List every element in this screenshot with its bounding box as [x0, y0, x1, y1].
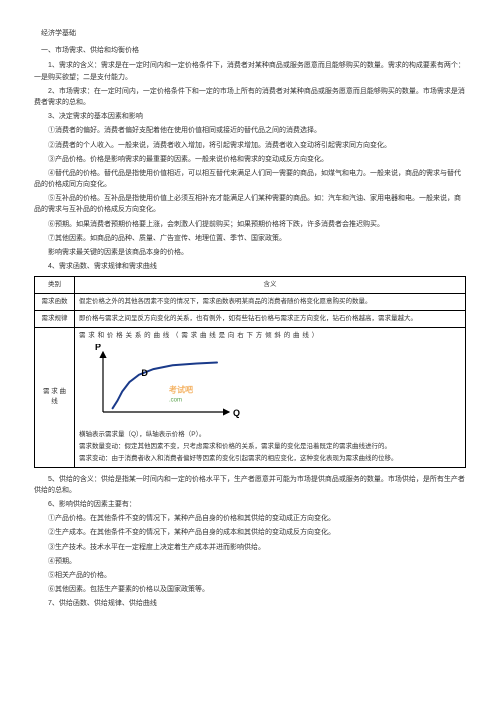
- curve-cell: 需 求 和 价 格 关 系 的 曲 线 （ 需 求 曲 线 是 向 右 下 方 …: [75, 327, 466, 467]
- p2: 2、市场需求：在一定时间内，一定价格条件下和一定的市场上所有的消费者对某种商品或…: [34, 86, 466, 108]
- svg-text:.com: .com: [169, 398, 182, 404]
- demand-curve-svg: P Q D 考试吧 .com: [85, 344, 245, 426]
- p3d: ④替代品的价格。替代品是指使用价值相近，可以相互替代来满足人们同一需要的商品，如…: [34, 168, 466, 190]
- p3g: ⑦其他因素。如商品的品种、质量、广告宣传、地理位置、季节、国家政策。: [34, 233, 466, 244]
- doc-title: 经济学基础: [34, 28, 466, 39]
- p3a: ①消费者的偏好。消费者偏好支配着他在使用价值相同或接近的替代品之间的消费选择。: [34, 125, 466, 136]
- p6a: ①产品价格。在其他条件不变的情况下，某种产品自身的价格和其供给的变动成正方向变化…: [34, 513, 466, 524]
- p7: 7、供给函数、供给规律、供给曲线: [34, 598, 466, 609]
- section-heading: 一、市场需求、供给和均衡价格: [34, 45, 466, 56]
- p5: 5、供给的含义：供给是指某一时间内和一定的价格水平下，生产者愿意并可能为市场提供…: [34, 474, 466, 496]
- p3: 3、决定需求的基本因素和影响: [34, 111, 466, 122]
- p6f: ⑥其他因素。包括生产要素的价格以及国家政策等。: [34, 584, 466, 595]
- p6e: ⑤相关产品的价格。: [34, 570, 466, 581]
- th-category: 类别: [35, 277, 75, 294]
- p6b: ②生产成本。在其他条件不变的情况下，某种产品自身的成本和其供给的变动成反方向变化…: [34, 527, 466, 538]
- curve-cap3: 需求变动：由于消费者收入和消费者偏好等因素的变化引起需求的相应变化，这种变化表现…: [79, 454, 461, 464]
- curve-title: 需 求 和 价 格 关 系 的 曲 线 （ 需 求 曲 线 是 向 右 下 方 …: [79, 331, 461, 341]
- svg-text:D: D: [141, 369, 148, 379]
- p3e: ⑤互补品的价格。互补品是指使用价值上必须互相补充才能满足人们某种需要的商品。如：…: [34, 193, 466, 215]
- p1: 1、需求的含义：需求是在一定时间内和一定价格条件下，消费者对某种商品或服务愿意而…: [34, 60, 466, 82]
- p3c: ③产品价格。价格是影响需求的最重要的因素。一般来说价格和需求的变动成反方向变化。: [34, 154, 466, 165]
- r1a: 需求函数: [35, 294, 75, 311]
- demand-table: 类别 含义 需求函数 假定价格之外的其他各因素不变的情况下，需求函数表明某商品的…: [34, 276, 466, 467]
- svg-text:考试吧: 考试吧: [169, 385, 193, 395]
- document-root: 经济学基础 一、市场需求、供给和均衡价格 1、需求的含义：需求是在一定时间内和一…: [34, 28, 466, 610]
- r2a: 需求规律: [35, 310, 75, 327]
- r3a: 需 求 曲 线: [35, 327, 75, 467]
- p3b: ②消费者的个人收入。一般来说，消费者收入增加，将引起需求增加。消费者收入变动将引…: [34, 140, 466, 151]
- r1b: 假定价格之外的其他各因素不变的情况下，需求函数表明某商品的消费者随价格变化愿意购…: [75, 294, 466, 311]
- p3f: ⑥预期。如果消费者预期价格要上涨，会刺激人们提前购买；如果预期价格将下跌，许多消…: [34, 219, 466, 230]
- p6c: ③生产技术。技术水平在一定程度上决定着生产成本并进而影响供给。: [34, 542, 466, 553]
- curve-cap1: 横轴表示需求量（Q），纵轴表示价格（P）。: [79, 430, 461, 440]
- svg-text:P: P: [95, 344, 101, 352]
- p4: 4、需求函数、需求规律和需求曲线: [34, 261, 466, 272]
- p6: 6、影响供给的因素主要有：: [34, 499, 466, 510]
- p6d: ④预期。: [34, 556, 466, 567]
- p3h: 影响需求最关键的因素是该商品本身的价格。: [34, 247, 466, 258]
- th-meaning: 含义: [75, 277, 466, 294]
- curve-cap2: 需求数量变动：假定其他因素不变，只考虑需求和价格的关系，需求量的变化是沿着既定的…: [79, 442, 461, 452]
- demand-curve-chart: P Q D 考试吧 .com: [85, 344, 245, 426]
- r2b: 即价格与需求之间呈反方向变化的关系，也有例外，如有些钻石价格与需求正方向变化，钻…: [75, 310, 466, 327]
- svg-text:Q: Q: [233, 408, 240, 418]
